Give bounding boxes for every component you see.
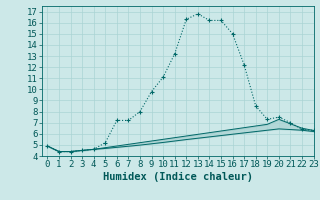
X-axis label: Humidex (Indice chaleur): Humidex (Indice chaleur) <box>103 172 252 182</box>
